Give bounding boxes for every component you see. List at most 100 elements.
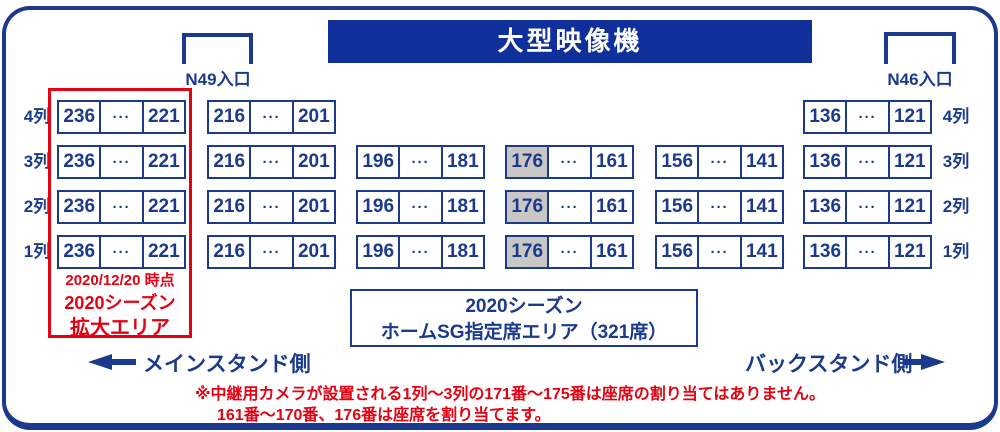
seat-range-start: 196 — [362, 241, 395, 262]
expanded-area-outline — [48, 88, 192, 338]
row-label-left-3: 3列 — [23, 152, 51, 171]
gate-n46-label: N46入口 — [887, 70, 953, 89]
seat-range-end: 161 — [589, 192, 632, 222]
seat-block-156-141-row3: 156 ··· 141 — [655, 145, 784, 179]
seat-range-start: 196 — [362, 151, 395, 172]
seat-range-end: 161 — [589, 147, 632, 177]
seat-ellipsis: ··· — [845, 147, 887, 177]
seat-range-start: 156 — [661, 151, 694, 172]
seat-ellipsis: ··· — [697, 147, 739, 177]
seat-block-196-181-row1: 196 ··· 181 — [356, 235, 485, 269]
seat-block-196-181-row2: 196 ··· 181 — [356, 190, 485, 224]
seat-ellipsis: ··· — [99, 192, 141, 222]
gate-n49-label: N49入口 — [185, 70, 251, 89]
seat-block-176-161-row1: 176 ··· 161 — [505, 235, 634, 269]
seat-block-136-121-row4: 136 ··· 121 — [803, 100, 932, 134]
seat-range-end: 141 — [739, 237, 782, 267]
seat-range-start-shaded: 176 — [507, 237, 548, 267]
seat-ellipsis: ··· — [697, 192, 739, 222]
seat-ellipsis: ··· — [99, 147, 141, 177]
seat-block-216-201-row2: 216 ··· 201 — [207, 190, 336, 224]
seat-ellipsis: ··· — [249, 147, 291, 177]
camera-note-line1: ※中継用カメラが設置される1列～3列の171番～175番は座席の割り当てはありま… — [195, 386, 825, 403]
seat-block-236-221-row3: 236 ··· 221 — [57, 145, 186, 179]
seat-block-216-201-row1: 216 ··· 201 — [207, 235, 336, 269]
seat-range-end: 221 — [141, 147, 184, 177]
back-stand-arrow-icon — [921, 354, 945, 370]
seat-range-start: 236 — [63, 196, 96, 217]
row-label-left-2: 2列 — [23, 197, 51, 216]
seat-range-end: 201 — [291, 147, 334, 177]
seat-range-end: 221 — [141, 237, 184, 267]
seat-block-236-221-row1: 236 ··· 221 — [57, 235, 186, 269]
main-stand-label: メインスタンド側 — [143, 353, 311, 376]
seat-range-end: 201 — [291, 102, 334, 132]
seat-range-end: 141 — [739, 192, 782, 222]
seat-block-216-201-row3: 216 ··· 201 — [207, 145, 336, 179]
seat-range-start: 236 — [63, 151, 96, 172]
info-box-line1: 2020シーズン — [465, 296, 583, 317]
seat-ellipsis: ··· — [697, 237, 739, 267]
seat-range-end: 181 — [440, 237, 483, 267]
back-stand-label: バックスタンド側 — [745, 353, 913, 376]
gate-n49-bracket-icon — [182, 33, 253, 64]
row-label-left-1: 1列 — [23, 242, 51, 261]
row-label-right-2: 2列 — [942, 197, 970, 216]
seat-block-156-141-row2: 156 ··· 141 — [655, 190, 784, 224]
seat-ellipsis: ··· — [547, 192, 589, 222]
seat-range-end: 221 — [141, 102, 184, 132]
seat-block-136-121-row1: 136 ··· 121 — [803, 235, 932, 269]
main-stand-arrow-tail — [108, 359, 136, 365]
seat-range-start: 236 — [63, 106, 96, 127]
seat-block-196-181-row3: 196 ··· 181 — [356, 145, 485, 179]
row-label-left-4: 4列 — [23, 107, 51, 126]
seat-ellipsis: ··· — [249, 237, 291, 267]
seat-range-end: 221 — [141, 192, 184, 222]
seat-ellipsis: ··· — [398, 147, 440, 177]
row-label-right-4: 4列 — [942, 107, 970, 126]
info-box-line2: ホームSG指定席エリア（321席） — [380, 322, 668, 343]
seat-range-start: 156 — [661, 196, 694, 217]
expanded-area-date: 2020/12/20 時点 — [65, 272, 175, 289]
seat-ellipsis: ··· — [99, 237, 141, 267]
camera-note-line2: 161番～170番、176番は座席を割り当てます。 — [217, 407, 551, 424]
seat-range-end: 181 — [440, 192, 483, 222]
row-label-right-3: 3列 — [942, 152, 970, 171]
seat-range-end: 121 — [887, 102, 930, 132]
seat-block-216-201-row4: 216 ··· 201 — [207, 100, 336, 134]
gate-n46-bracket-icon — [884, 32, 956, 64]
video-screen-banner: 大型映像機 — [328, 20, 812, 63]
main-stand-arrow-icon — [88, 354, 112, 370]
seat-range-start: 136 — [809, 106, 842, 127]
seat-range-end: 121 — [887, 147, 930, 177]
seat-range-start: 136 — [809, 196, 842, 217]
expanded-area-season: 2020シーズン — [64, 293, 176, 313]
seat-ellipsis: ··· — [249, 192, 291, 222]
seat-ellipsis: ··· — [845, 192, 887, 222]
seat-block-136-121-row3: 136 ··· 121 — [803, 145, 932, 179]
seat-range-end: 141 — [739, 147, 782, 177]
seat-range-start: 236 — [63, 241, 96, 262]
seat-block-236-221-row2: 236 ··· 221 — [57, 190, 186, 224]
seat-range-end: 201 — [291, 192, 334, 222]
row-label-right-1: 1列 — [942, 242, 970, 261]
seat-range-end: 201 — [291, 237, 334, 267]
seat-range-start: 156 — [661, 241, 694, 262]
seat-range-end: 181 — [440, 147, 483, 177]
seat-ellipsis: ··· — [398, 192, 440, 222]
seat-range-start-shaded: 176 — [507, 192, 548, 222]
seat-range-start: 136 — [809, 241, 842, 262]
seat-ellipsis: ··· — [547, 147, 589, 177]
seat-block-156-141-row1: 156 ··· 141 — [655, 235, 784, 269]
seat-ellipsis: ··· — [547, 237, 589, 267]
seat-range-end: 121 — [887, 237, 930, 267]
seat-range-start: 216 — [213, 106, 246, 127]
back-stand-arrow-tail — [903, 359, 925, 365]
seat-ellipsis: ··· — [398, 237, 440, 267]
seat-ellipsis: ··· — [845, 102, 887, 132]
seat-range-start: 216 — [213, 196, 246, 217]
seat-range-start: 216 — [213, 151, 246, 172]
seat-range-end: 121 — [887, 192, 930, 222]
seat-range-end: 161 — [589, 237, 632, 267]
seat-range-start-shaded: 176 — [507, 147, 548, 177]
